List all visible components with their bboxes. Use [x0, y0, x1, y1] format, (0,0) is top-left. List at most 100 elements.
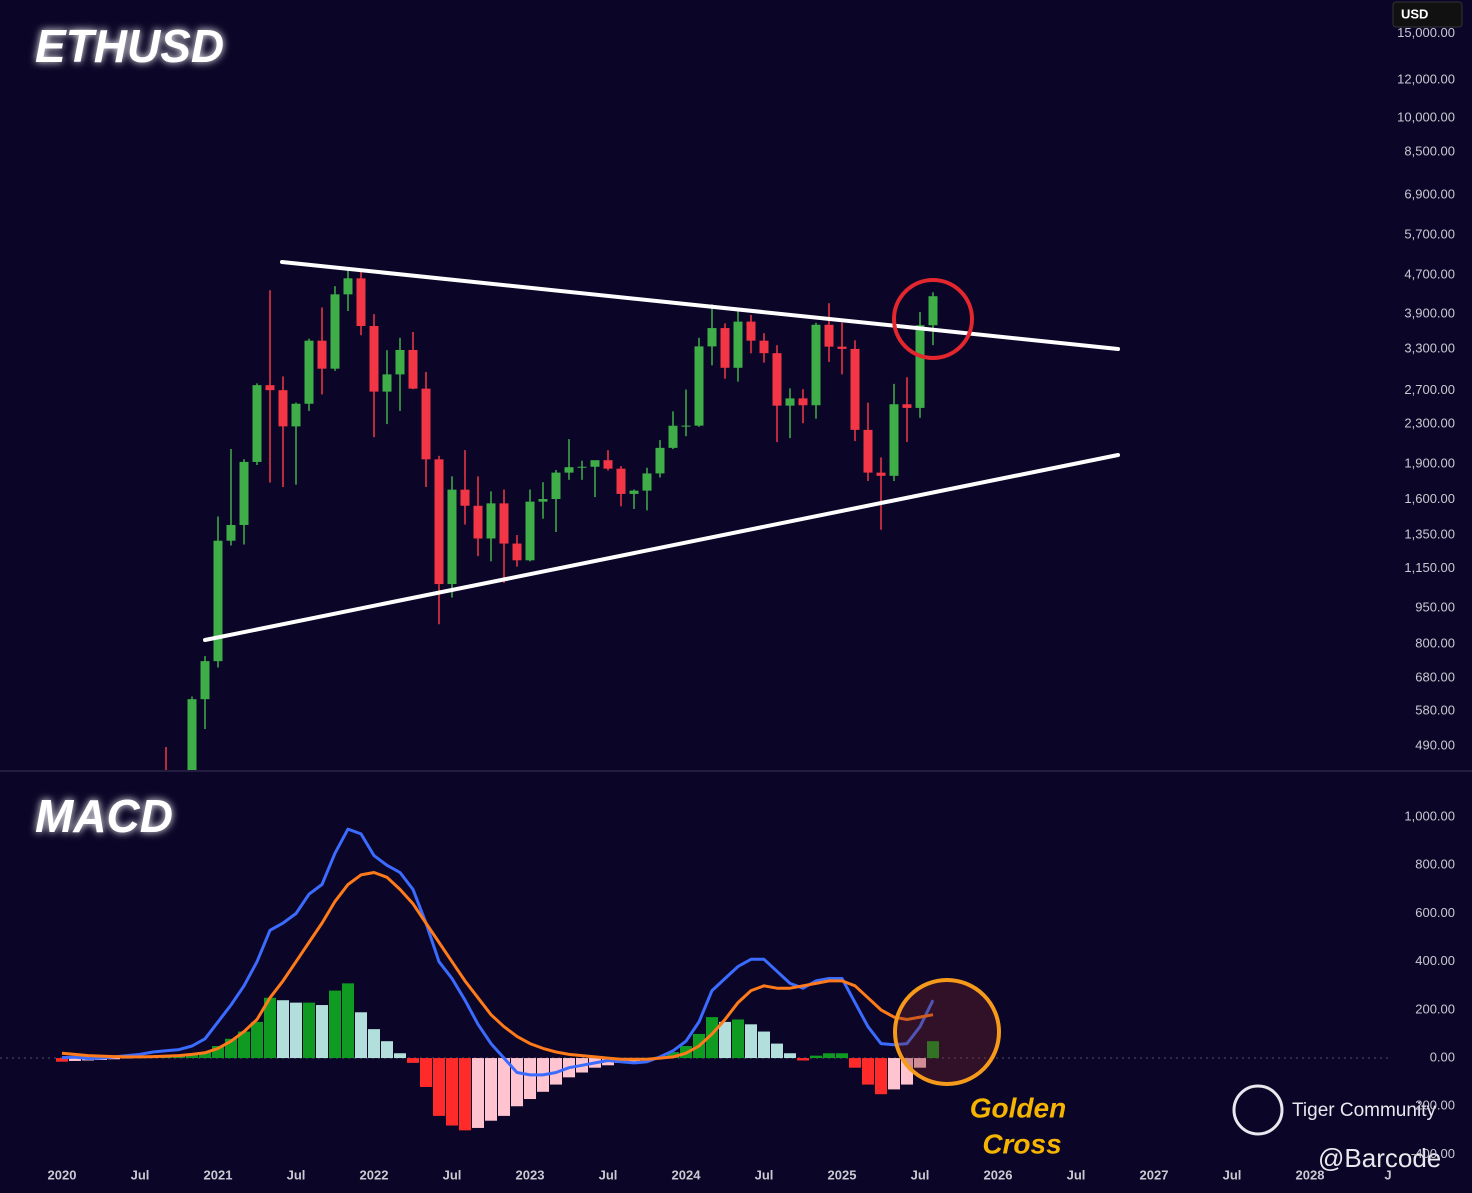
- candle-body: [265, 385, 275, 391]
- y-tick-label: -200.00: [1411, 1098, 1455, 1113]
- macd-line: [61, 827, 935, 1077]
- candle-body: [798, 398, 808, 406]
- histogram-bar: [277, 1000, 289, 1059]
- candle-body: [447, 489, 457, 585]
- candle-body: [785, 398, 795, 406]
- histogram-bar: [342, 983, 354, 1059]
- candle-body: [200, 661, 210, 700]
- candle-body: [837, 346, 847, 349]
- annotation-line: Cross: [982, 1128, 1061, 1159]
- candle-body: [603, 460, 613, 469]
- candle-body: [694, 346, 704, 426]
- y-tick-label: -400.00: [1411, 1146, 1455, 1161]
- histogram-bar: [875, 1058, 887, 1095]
- candle-body: [590, 460, 600, 467]
- candle-body: [902, 404, 912, 408]
- annotation-line: Golden: [970, 1092, 1066, 1123]
- histogram-bar: [511, 1058, 523, 1107]
- candle-body: [824, 324, 834, 347]
- histogram-bar: [394, 1053, 406, 1059]
- x-tick-label: Jul: [443, 1167, 462, 1182]
- candle-body: [408, 349, 418, 389]
- candle-body: [343, 278, 353, 295]
- histogram-bar: [758, 1031, 770, 1059]
- price-title: ETHUSD: [35, 20, 224, 72]
- y-tick-label: 12,000.00: [1397, 71, 1455, 86]
- histogram-bar: [56, 1058, 68, 1062]
- histogram-bar: [446, 1058, 458, 1126]
- candle-body: [538, 499, 548, 502]
- y-tick-label: 680.00: [1415, 669, 1455, 684]
- histogram-bar: [862, 1058, 874, 1085]
- y-tick-label: 1,600.00: [1404, 491, 1455, 506]
- histogram-bar: [420, 1058, 432, 1087]
- price-panel: [165, 267, 938, 770]
- histogram-bar: [888, 1058, 900, 1090]
- currency-badge: [1392, 1, 1463, 28]
- candle-body: [850, 348, 860, 430]
- histogram-bar: [849, 1058, 861, 1068]
- y-tick-label: 950.00: [1415, 600, 1455, 615]
- histogram-bar: [472, 1058, 484, 1128]
- histogram-bar: [381, 1041, 393, 1059]
- candle-body: [915, 325, 925, 408]
- y-tick-label: 1,000.00: [1404, 809, 1455, 824]
- histogram-bar: [901, 1058, 913, 1085]
- macd-panel: [56, 827, 939, 1131]
- y-tick-label: 1,150.00: [1404, 560, 1455, 575]
- candle-body: [720, 328, 730, 368]
- candle-body: [421, 388, 431, 460]
- candle-body: [681, 425, 691, 427]
- x-tick-label: 2020: [48, 1167, 77, 1182]
- candle-body: [629, 490, 639, 494]
- y-tick-label: 2,700.00: [1404, 382, 1455, 397]
- histogram-bar: [732, 1019, 744, 1059]
- candle-body: [564, 467, 574, 473]
- brand-watermark: Tiger Community: [1292, 1100, 1436, 1121]
- y-tick-label: 400.00: [1415, 953, 1455, 968]
- candle-body: [499, 503, 509, 544]
- x-tick-label: 2028: [1296, 1167, 1325, 1182]
- y-tick-label: 5,700.00: [1404, 227, 1455, 242]
- candle-body: [486, 503, 496, 539]
- y-tick-label: 6,900.00: [1404, 187, 1455, 202]
- histogram-bar: [784, 1053, 796, 1059]
- histogram-bar: [407, 1058, 419, 1063]
- y-tick-label: 600.00: [1415, 905, 1455, 920]
- histogram-bar: [914, 1058, 926, 1068]
- histogram-bar: [290, 1002, 302, 1059]
- y-tick-label: 1,900.00: [1404, 455, 1455, 470]
- cross-circle: [893, 978, 1001, 1086]
- y-tick-label: 200.00: [1415, 1001, 1455, 1016]
- candle-body: [616, 468, 626, 494]
- y-tick-label: 15,000.00: [1397, 25, 1455, 40]
- candle-body: [668, 425, 678, 448]
- histogram-bar: [316, 1005, 328, 1059]
- histogram-bar: [667, 1052, 679, 1059]
- support-line: [203, 453, 1120, 642]
- macd-line: [61, 871, 934, 1061]
- histogram-bar: [836, 1053, 848, 1059]
- histogram-bar: [108, 1058, 120, 1060]
- histogram-bar: [329, 990, 341, 1059]
- x-tick-label: 2023: [516, 1167, 545, 1182]
- histogram-bar: [69, 1058, 81, 1061]
- histogram-bar: [199, 1052, 211, 1059]
- y-tick-label: 580.00: [1415, 702, 1455, 717]
- histogram-bar: [459, 1058, 471, 1131]
- candle-body: [187, 699, 197, 770]
- candle-body: [707, 328, 717, 347]
- x-tick-label: J: [1384, 1167, 1391, 1182]
- candle-body: [213, 540, 223, 662]
- histogram-bar: [524, 1058, 536, 1100]
- y-tick-label: 10,000.00: [1397, 109, 1455, 124]
- x-tick-label: 2022: [360, 1167, 389, 1182]
- candle-body: [252, 385, 262, 462]
- author-watermark: @Barcode: [1318, 1143, 1441, 1173]
- y-tick-label: 8,500.00: [1404, 143, 1455, 158]
- candle-body: [369, 326, 379, 392]
- y-tick-label: 0.00: [1430, 1049, 1455, 1064]
- y-tick-label: 490.00: [1415, 738, 1455, 753]
